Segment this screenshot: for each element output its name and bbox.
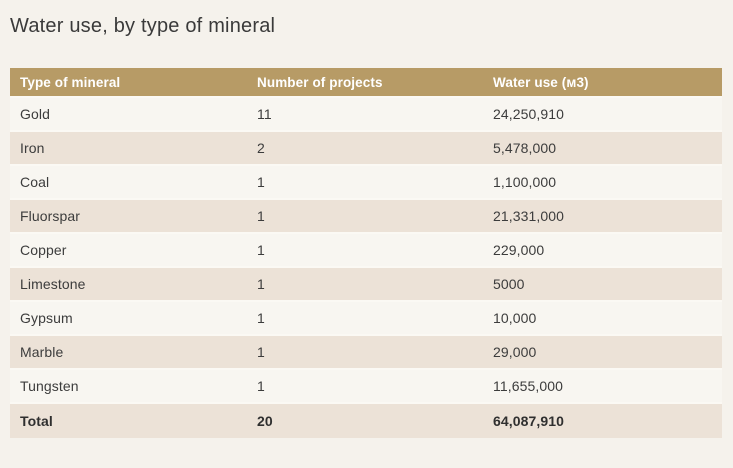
table-row-gypsum: Gypsum 1 10,000 [10,302,722,336]
cell-water-use: 5,478,000 [483,132,722,166]
total-projects: 20 [247,404,483,438]
cell-projects: 1 [247,200,483,234]
total-water-use: 64,087,910 [483,404,722,438]
cell-water-use: 10,000 [483,302,722,336]
cell-water-use: 229,000 [483,234,722,268]
cell-mineral: Coal [10,166,247,200]
cell-mineral: Marble [10,336,247,370]
table-row-tungsten: Tungsten 1 11,655,000 [10,370,722,404]
cell-projects: 1 [247,268,483,302]
cell-water-use: 1,100,000 [483,166,722,200]
cell-mineral: Gold [10,98,247,132]
cell-mineral: Limestone [10,268,247,302]
table-row-fluorspar: Fluorspar 1 21,331,000 [10,200,722,234]
cell-projects: 1 [247,166,483,200]
column-header-water-use: Water use (м3) [483,68,722,98]
cell-water-use: 5000 [483,268,722,302]
cell-mineral: Gypsum [10,302,247,336]
cell-projects: 1 [247,302,483,336]
column-header-mineral: Type of mineral [10,68,247,98]
cell-mineral: Iron [10,132,247,166]
cell-mineral: Fluorspar [10,200,247,234]
table-header-row: Type of mineral Number of projects Water… [10,68,722,98]
table-row-gold: Gold 11 24,250,910 [10,98,722,132]
cell-water-use: 29,000 [483,336,722,370]
column-header-projects: Number of projects [247,68,483,98]
cell-projects: 2 [247,132,483,166]
cell-projects: 11 [247,98,483,132]
cell-projects: 1 [247,234,483,268]
cell-mineral: Copper [10,234,247,268]
cell-projects: 1 [247,336,483,370]
table-row-marble: Marble 1 29,000 [10,336,722,370]
cell-water-use: 24,250,910 [483,98,722,132]
cell-projects: 1 [247,370,483,404]
water-use-table: Type of mineral Number of projects Water… [10,68,722,438]
page-title: Water use, by type of mineral [10,15,276,37]
cell-mineral: Tungsten [10,370,247,404]
table-row-iron: Iron 2 5,478,000 [10,132,722,166]
table-row-limestone: Limestone 1 5000 [10,268,722,302]
table-row-copper: Copper 1 229,000 [10,234,722,268]
table-total-row: Total 20 64,087,910 [10,404,722,438]
total-label: Total [10,404,247,438]
cell-water-use: 21,331,000 [483,200,722,234]
cell-water-use: 11,655,000 [483,370,722,404]
table-row-coal: Coal 1 1,100,000 [10,166,722,200]
